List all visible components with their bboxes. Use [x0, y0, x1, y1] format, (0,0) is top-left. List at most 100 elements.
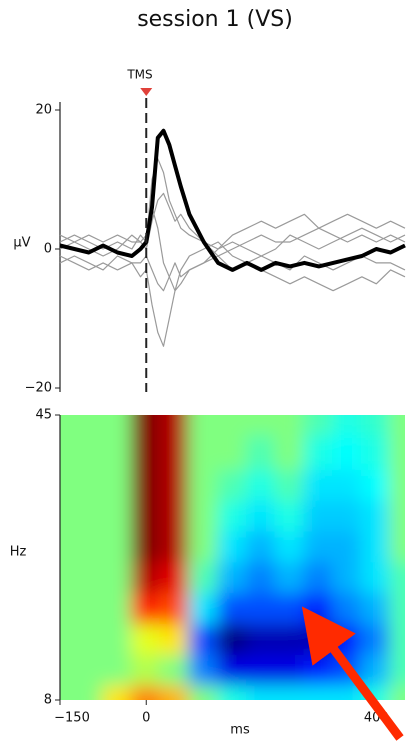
heatmap-cell: [159, 415, 191, 436]
heatmap-cell: [130, 433, 162, 470]
chart-title: session 1 (VS): [137, 7, 293, 32]
heatmap-cell: [389, 433, 405, 470]
heatmap-cell: [332, 467, 363, 501]
heatmap-cell: [102, 529, 133, 563]
heatmap-cell: [73, 621, 105, 655]
line-series: [59, 128, 406, 272]
heatmap-cell: [130, 652, 162, 686]
heatmap-cell: [245, 560, 277, 594]
heatmap-cell: [274, 415, 306, 436]
heatmap-cell: [332, 415, 363, 436]
x-tick-label: 0: [142, 711, 150, 726]
heatmap-cell: [303, 652, 335, 686]
heatmap-cell: [102, 652, 133, 686]
heatmap-cell: [102, 467, 133, 501]
heatmap-cell: [188, 529, 220, 563]
heatmap-cell: [303, 529, 335, 563]
x-tick-label: −150: [54, 711, 90, 726]
heatmap-cell: [60, 683, 76, 700]
heatmap-cell: [274, 498, 306, 532]
heatmap-cell: [60, 415, 76, 436]
heatmap-cell: [73, 591, 105, 624]
arrow: [301, 606, 404, 741]
heatmap-cell: [332, 433, 363, 470]
heatmap-cell: [159, 652, 191, 686]
heatmap-cell: [389, 560, 405, 594]
heatmap-cell: [217, 621, 248, 655]
heatmap-cell: [102, 415, 133, 436]
heatmap-cell: [245, 621, 277, 655]
heatmap-cell: [303, 467, 335, 501]
heatmap-cell: [303, 591, 335, 624]
heatmap-cell: [245, 467, 277, 501]
heatmap-cell: [73, 498, 105, 532]
heatmap-cell: [389, 621, 405, 655]
heatmap-cell: [130, 560, 162, 594]
heatmap-cell: [360, 652, 392, 686]
heatmap-cell: [360, 560, 392, 594]
heatmap-cell: [274, 467, 306, 501]
heatmap-cell: [159, 560, 191, 594]
heatmap-cell: [217, 560, 248, 594]
y-tick-label: 20: [35, 103, 52, 118]
y-tick-label: 45: [35, 408, 52, 423]
heatmap-cell: [60, 498, 76, 532]
y-axis-label: Hz: [10, 545, 27, 560]
heatmap-cell: [303, 498, 335, 532]
heatmap-cell: [130, 621, 162, 655]
heatmap-cell: [274, 652, 306, 686]
heatmap-cell: [102, 683, 133, 700]
heatmap-cell: [360, 467, 392, 501]
heatmap-cell: [188, 467, 220, 501]
heatmap-cell: [245, 683, 277, 700]
heatmap-cell: [73, 683, 105, 700]
heatmap-cell: [217, 652, 248, 686]
heatmap-cell: [130, 415, 162, 436]
heatmap-cell: [102, 433, 133, 470]
heatmap-cell: [73, 529, 105, 563]
heatmap-cell: [360, 498, 392, 532]
heatmap-cell: [360, 433, 392, 470]
heatmap-cell: [245, 415, 277, 436]
heatmap-cell: [102, 621, 133, 655]
line-series: [59, 158, 406, 250]
heatmap-cell: [274, 621, 306, 655]
heatmap-cell: [332, 683, 363, 700]
heatmap-cell: [274, 560, 306, 594]
heatmap-cell: [130, 683, 162, 700]
heatmap-cell: [130, 591, 162, 624]
heatmap-cell: [159, 529, 191, 563]
heatmap-cell: [159, 591, 191, 624]
line-series: [59, 206, 406, 292]
heatmap-cell: [274, 683, 306, 700]
x-axis-label: ms: [230, 723, 250, 738]
heatmap-cell: [60, 560, 76, 594]
heatmap-cell: [188, 415, 220, 436]
heatmap-cell: [274, 591, 306, 624]
heatmap-cell: [245, 498, 277, 532]
heatmap-cell: [217, 529, 248, 563]
heatmap-cell: [73, 560, 105, 594]
heatmap-cell: [274, 433, 306, 470]
heatmap-cell: [188, 621, 220, 655]
heatmap-cell: [360, 415, 392, 436]
heatmap-cell: [130, 467, 162, 501]
y-tick-label: −20: [25, 381, 52, 396]
heatmap-cell: [389, 498, 405, 532]
y-axis-label: μV: [13, 236, 30, 251]
annotation: TMS: [126, 68, 152, 82]
heatmap-cell: [332, 560, 363, 594]
heatmap-cell: [73, 415, 105, 436]
y-tick-label: 8: [44, 693, 52, 708]
heatmap-cell: [217, 467, 248, 501]
heatmap-cell: [188, 433, 220, 470]
heatmap-cell: [130, 498, 162, 532]
heatmap-cell: [245, 591, 277, 624]
heatmap-cell: [188, 498, 220, 532]
heatmap-cell: [102, 498, 133, 532]
heatmap-cell: [217, 591, 248, 624]
heatmap-cell: [159, 683, 191, 700]
heatmap-cell: [217, 433, 248, 470]
heatmap-cell: [188, 591, 220, 624]
